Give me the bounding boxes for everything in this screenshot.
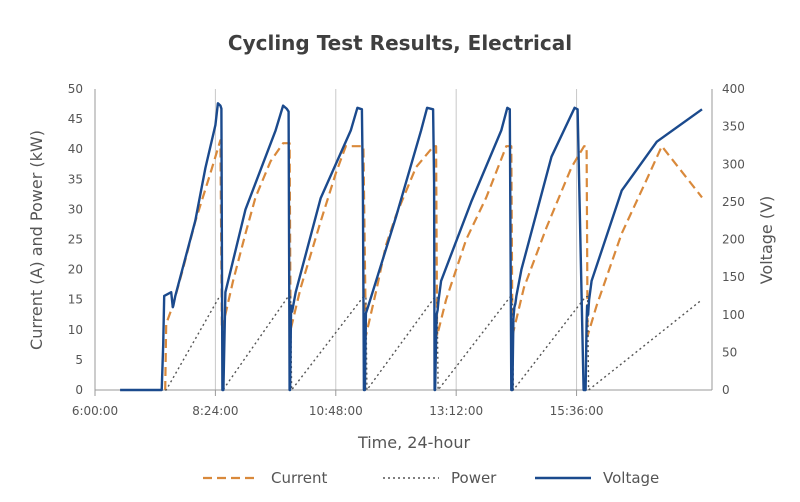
x-tick-label: 13:12:00 <box>429 404 483 418</box>
series-line-power <box>165 296 703 391</box>
y-left-tick-label: 30 <box>68 202 83 216</box>
x-tick-label: 8:24:00 <box>192 404 238 418</box>
x-tick-label: 6:00:00 <box>72 404 118 418</box>
series-layer <box>120 102 703 392</box>
y-right-tick-label: 250 <box>722 195 745 209</box>
y-left-tick-label: 25 <box>68 233 83 247</box>
grid-lines <box>214 89 578 390</box>
y-left-tick-label: 5 <box>75 353 83 367</box>
y-right-tick-label: 400 <box>722 82 745 96</box>
legend-label-power: Power <box>451 469 497 487</box>
y-left-tick-label: 15 <box>68 293 83 307</box>
series-line-voltage <box>120 102 703 392</box>
legend-label-current: Current <box>271 469 327 487</box>
x-tick-label: 10:48:00 <box>309 404 363 418</box>
y-left-tick-label: 45 <box>68 112 83 126</box>
chart-title: Cycling Test Results, Electrical <box>228 31 572 55</box>
y-left-tick-label: 50 <box>68 82 83 96</box>
y-right-tick-label: 50 <box>722 345 737 359</box>
y-right-tick-label: 150 <box>722 270 745 284</box>
y-left-tick-label: 10 <box>68 323 83 337</box>
y-left-tick-label: 40 <box>68 142 83 156</box>
y-axis-right-label: Voltage (V) <box>757 196 776 285</box>
legend-label-voltage: Voltage <box>603 469 659 487</box>
y-axis-left-label: Current (A) and Power (kW) <box>27 130 46 350</box>
y-right-tick-label: 100 <box>722 308 745 322</box>
y-left-tick-label: 0 <box>75 383 83 397</box>
x-axis-label: Time, 24-hour <box>357 433 471 452</box>
y-right-tick-label: 200 <box>722 233 745 247</box>
axes: 6:00:00 8:24:00 10:48:00 13:12:00 15:36:00 0 5… <box>68 82 745 418</box>
y-right-tick-label: 300 <box>722 157 745 171</box>
y-left-tick-label: 20 <box>68 263 83 277</box>
x-tick-label: 15:36:00 <box>550 404 604 418</box>
legend: Current Power Voltage <box>203 469 659 487</box>
y-left-tick-label: 35 <box>68 172 83 186</box>
y-right-tick-label: 0 <box>722 383 730 397</box>
y-right-tick-label: 350 <box>722 120 745 134</box>
